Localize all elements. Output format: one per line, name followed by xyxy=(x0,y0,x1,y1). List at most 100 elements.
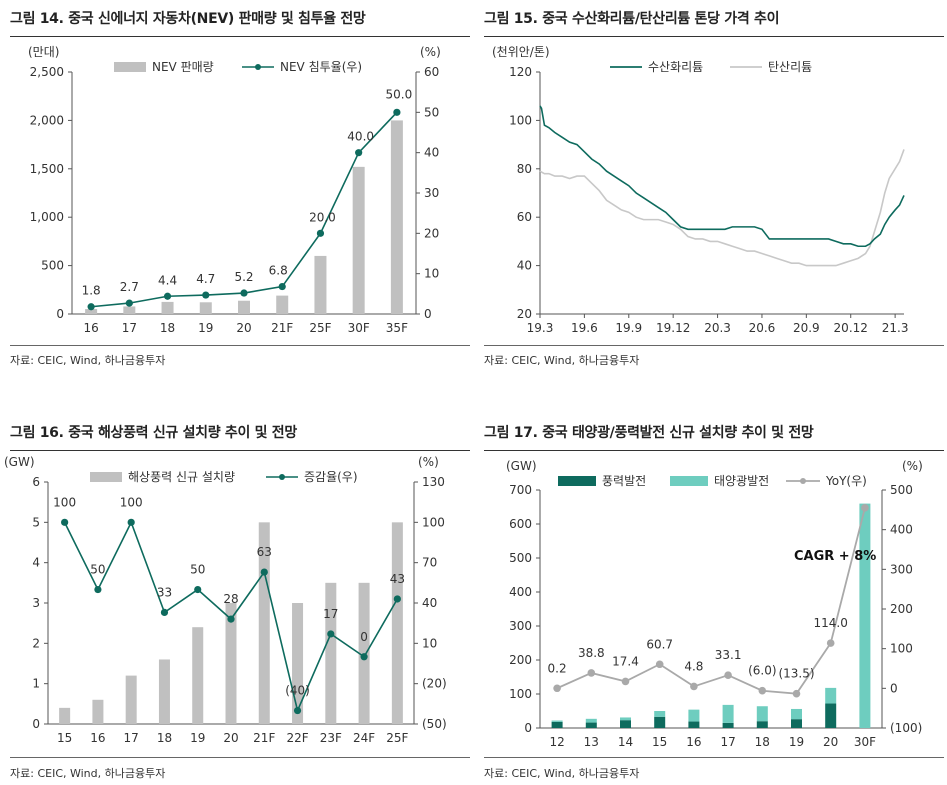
bar-solar xyxy=(654,711,666,717)
data-label: 20.0 xyxy=(309,210,336,224)
left-tick-label: 700 xyxy=(509,483,532,497)
line-point xyxy=(125,299,133,307)
x-tick-label: 14 xyxy=(618,735,633,749)
line-point xyxy=(260,568,268,576)
right-tick-label: 10 xyxy=(422,636,437,650)
data-label: 5.2 xyxy=(234,270,253,284)
x-tick-label: 19.12 xyxy=(656,321,690,335)
left-tick-label: 600 xyxy=(509,517,532,531)
x-tick-label: 21.3 xyxy=(882,321,909,335)
right-tick-label: 50 xyxy=(424,105,439,119)
line-point xyxy=(861,504,869,512)
left-tick-label: 0 xyxy=(32,717,40,731)
line-point xyxy=(360,653,368,661)
legend-label: NEV 판매량 xyxy=(152,60,214,74)
left-tick-label: 6 xyxy=(32,475,40,489)
x-tick-label: 19.6 xyxy=(571,321,598,335)
line-point xyxy=(393,595,401,603)
legend-swatch-wind xyxy=(558,476,596,486)
line-point xyxy=(553,684,561,693)
bar-solar xyxy=(791,708,802,720)
right-tick-label: 400 xyxy=(890,523,913,537)
left-axis-unit: (만대) xyxy=(28,45,59,59)
x-tick-label: 20 xyxy=(823,735,838,749)
bar-wind xyxy=(620,720,631,728)
data-label: 40.0 xyxy=(347,130,374,144)
right-tick-label: 500 xyxy=(890,483,913,497)
bar-solar xyxy=(756,706,768,722)
data-label: (6.0) xyxy=(748,664,776,678)
right-tick-label: 40 xyxy=(424,146,439,160)
data-label: 2.7 xyxy=(120,280,139,294)
chart-title: 그림 14. 중국 신에너지 자동차(NEV) 판매량 및 침투율 전망 xyxy=(10,11,366,27)
legend-label: NEV 침투율(우) xyxy=(280,60,362,74)
bar-solar xyxy=(688,709,700,722)
x-tick-label: 19.9 xyxy=(615,321,642,335)
data-label: 38.8 xyxy=(578,646,605,660)
line-point xyxy=(355,149,363,157)
left-tick-label: 2,000 xyxy=(30,113,64,127)
right-tick-label: 10 xyxy=(424,267,439,281)
chart-title: 그림 16. 중국 해상풍력 신규 설치량 추이 및 전망 xyxy=(10,425,297,441)
data-label: 0 xyxy=(360,630,368,644)
chart-offshore-wind: (GW) (%) 0 1 2 3 4 5 6 (50) (20) 10 40 70 100 130 15 16 17… xyxy=(4,455,447,745)
chart-panel-solar-wind: 그림 17. 중국 태양광/풍력발전 신규 설치량 추이 및 전망 (GW) (%… xyxy=(484,410,944,785)
bar xyxy=(123,306,136,314)
bar xyxy=(125,675,137,724)
line-point xyxy=(194,585,202,594)
right-tick-label: (100) xyxy=(890,721,922,735)
chart-title: 그림 17. 중국 태양광/풍력발전 신규 설치량 추이 및 전망 xyxy=(484,425,814,441)
chart-source: 자료: CEIC, Wind, 하나금융투자 xyxy=(484,354,640,367)
bar xyxy=(390,120,403,315)
data-label: 1.8 xyxy=(82,284,101,298)
x-tick-label: 17 xyxy=(122,321,137,335)
x-tick-label: 13 xyxy=(584,735,599,749)
bar-wind xyxy=(756,721,768,728)
x-tick-label: 17 xyxy=(124,731,139,745)
x-tick-label: 15 xyxy=(652,735,667,749)
right-tick-label: 300 xyxy=(890,562,913,576)
x-tick-label: 20 xyxy=(236,321,251,335)
chart-source: 자료: CEIC, Wind, 하나금융투자 xyxy=(10,767,166,780)
y-tick-label: 20 xyxy=(517,307,532,321)
bar xyxy=(325,582,337,724)
right-tick-label: 60 xyxy=(424,65,439,79)
x-tick-label: 30F xyxy=(348,321,370,335)
left-tick-label: 1,000 xyxy=(30,210,64,224)
bar-solar xyxy=(859,503,871,728)
data-label: 33 xyxy=(157,585,172,599)
data-label: 63 xyxy=(257,545,272,559)
bar xyxy=(292,603,304,724)
title-rule xyxy=(484,36,944,37)
line-point xyxy=(327,630,335,638)
x-tick-label: 12 xyxy=(549,735,564,749)
x-tick-label: 19 xyxy=(789,735,804,749)
bar-wind xyxy=(585,722,597,728)
x-tick-label: 23F xyxy=(320,731,342,745)
x-tick-label: 17 xyxy=(720,735,735,749)
data-label: 114.0 xyxy=(814,616,848,630)
legend-label: 태양광발전 xyxy=(714,474,769,488)
data-label: 4.8 xyxy=(684,659,703,673)
bar-wind xyxy=(688,721,700,728)
line-series-yoy xyxy=(556,507,866,695)
chart-nev-sales-penetration: (만대) (%) 0 500 1,000 1,500 2,000 2,500 0 10 20 30 40… xyxy=(28,45,441,335)
x-tick-label: 18 xyxy=(755,735,770,749)
right-tick-label: 20 xyxy=(424,226,439,240)
y-tick-label: 40 xyxy=(517,259,532,273)
line-point xyxy=(792,689,801,698)
x-tick-label: 20.6 xyxy=(749,321,776,335)
left-tick-label: 2,500 xyxy=(30,65,64,79)
x-tick-label: 21F xyxy=(271,321,293,335)
chart-panel-lithium: 그림 15. 중국 수산화리튬/탄산리튬 톤당 가격 추이 (천위안/톤) 20 4… xyxy=(484,0,944,390)
data-label: 0.2 xyxy=(548,661,567,675)
bar xyxy=(225,603,237,724)
bar-wind xyxy=(722,722,734,728)
line-point xyxy=(278,282,286,291)
chart-title: 그림 15. 중국 수산화리튬/탄산리튬 톤당 가격 추이 xyxy=(484,11,780,27)
line-point xyxy=(61,518,69,526)
bar xyxy=(192,627,204,724)
cagr-annotation: CAGR + 8% xyxy=(794,549,876,564)
right-tick-label: (20) xyxy=(422,677,447,691)
chart-solar-wind: (GW) (%) 0 100 200 300 400 500 600 700 (100) 0 100 20… xyxy=(506,459,923,749)
